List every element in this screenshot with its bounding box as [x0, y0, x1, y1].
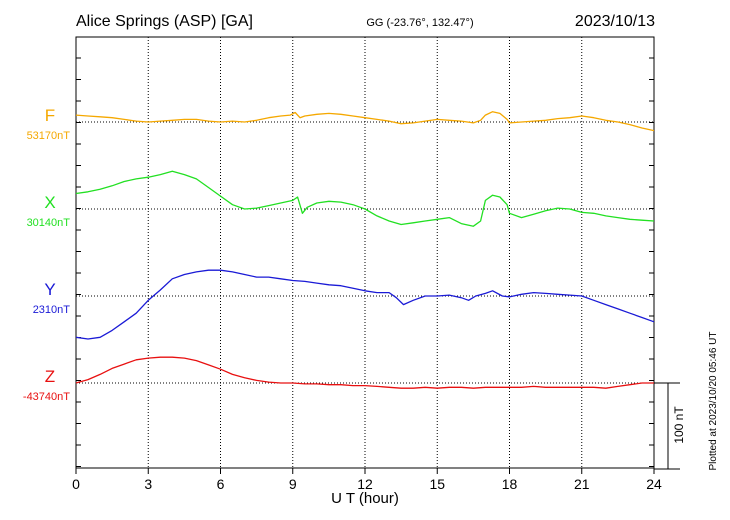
series-name-z: Z [45, 367, 55, 386]
series-name-x: X [44, 193, 55, 212]
series-line-y [75, 269, 655, 340]
x-tick-label: 24 [646, 476, 662, 492]
series-name-y: Y [44, 280, 55, 299]
scale-bar-label: 100 nT [672, 406, 686, 444]
x-tick-label: 3 [144, 476, 152, 492]
series-baseline-y: 2310nT [33, 304, 71, 316]
plotted-timestamp: Plotted at 2023/10/20 05:46 UT [708, 332, 719, 471]
series-name-f: F [45, 106, 55, 125]
coordinates-label: GG (-23.76°, 132.47°) [366, 17, 473, 29]
x-tick-label: 9 [289, 476, 297, 492]
x-tick-label: 18 [502, 476, 518, 492]
station-title: Alice Springs (ASP) [GA] [76, 13, 253, 30]
date-label: 2023/10/13 [575, 13, 655, 30]
plot-layer: 0 3 6 9 12 15 18 21 24 F 53170nT X 30140nT Y 2310nT Z -4… [23, 36, 680, 492]
series-line-x [75, 170, 655, 227]
x-tick-label: 12 [357, 476, 373, 492]
x-axis-label: U T (hour) [331, 490, 399, 507]
series-baseline-z: -43740nT [23, 391, 70, 403]
series-baseline-f: 53170nT [27, 130, 71, 142]
series-line-f [75, 111, 655, 132]
x-tick-label: 15 [429, 476, 445, 492]
x-tick-label: 0 [72, 476, 80, 492]
x-tick-label: 21 [574, 476, 590, 492]
series-line-z [75, 356, 654, 389]
x-tick-label: 6 [217, 476, 225, 492]
series-baseline-x: 30140nT [27, 217, 71, 229]
